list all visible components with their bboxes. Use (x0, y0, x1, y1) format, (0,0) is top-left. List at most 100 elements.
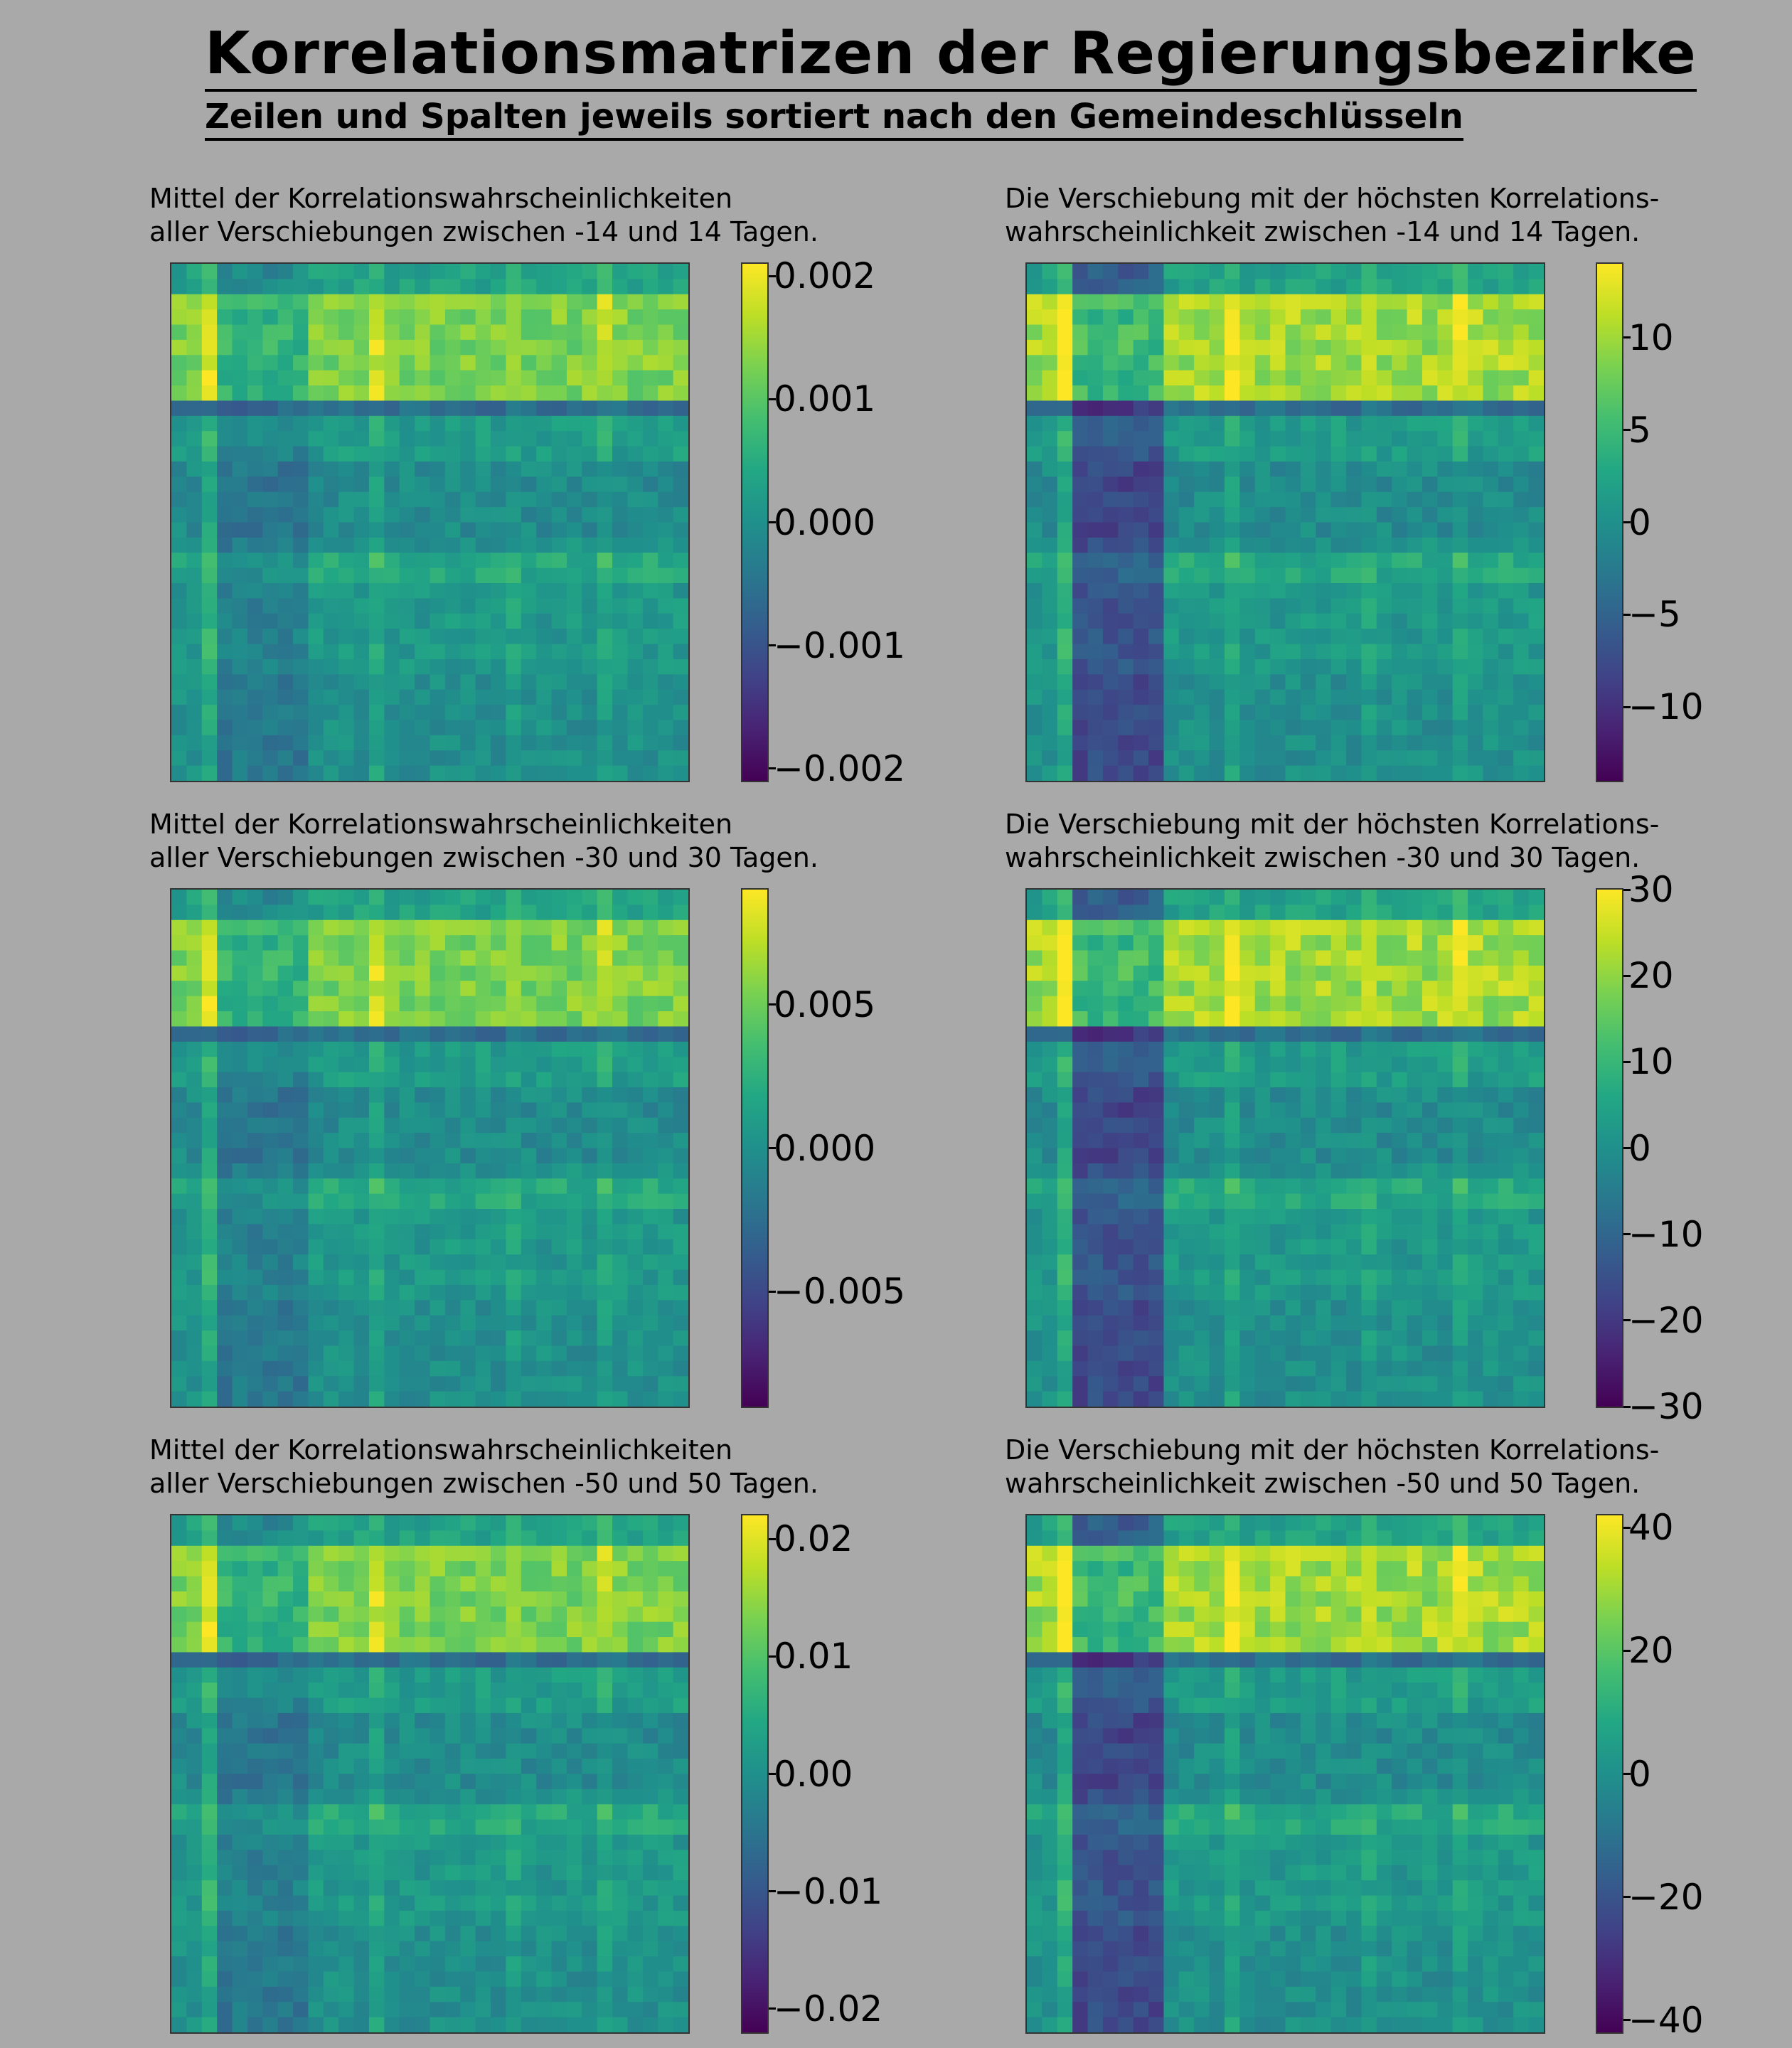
heatmap-cell (1498, 1330, 1514, 1347)
heatmap-cell (368, 1209, 385, 1225)
heatmap-cell (247, 1621, 263, 1638)
heatmap-cell (1452, 765, 1468, 781)
heatmap-cell (1422, 919, 1438, 936)
heatmap-cell (658, 1345, 674, 1362)
heatmap-cell (1239, 905, 1256, 921)
heatmap-cell (1528, 1269, 1544, 1286)
heatmap-cell (186, 674, 203, 690)
heatmap-cell (384, 324, 400, 341)
heatmap-cell (1178, 1148, 1195, 1164)
heatmap-cell (582, 1376, 598, 1392)
heatmap-cell (1254, 674, 1271, 690)
heatmap-cell (201, 1606, 218, 1623)
heatmap-cell (338, 1345, 355, 1362)
heatmap-cell (612, 1606, 629, 1623)
heatmap-cell (506, 1606, 522, 1623)
heatmap-cell (627, 1178, 644, 1195)
heatmap-cell (566, 935, 582, 951)
heatmap-cell (1254, 1360, 1271, 1377)
heatmap-cell (1254, 705, 1271, 721)
heatmap-cell (1300, 1376, 1316, 1392)
heatmap-cell (506, 461, 522, 477)
heatmap-cell (627, 1102, 644, 1119)
heatmap-cell (247, 765, 263, 781)
heatmap-cell (1452, 355, 1468, 371)
heatmap-cell (1392, 765, 1408, 781)
heatmap-cell (612, 1209, 629, 1225)
heatmap-cell (627, 1239, 644, 1255)
heatmap-cell (353, 537, 370, 553)
heatmap-cell (277, 415, 294, 432)
heatmap-cell (171, 658, 187, 675)
heatmap-cell (612, 1391, 629, 1407)
heatmap-cell (506, 1148, 522, 1164)
heatmap-cell (1270, 1193, 1286, 1210)
heatmap-cell (338, 1178, 355, 1195)
heatmap-cell (1102, 981, 1119, 997)
heatmap-cell (1407, 644, 1423, 660)
heatmap-cell (1437, 1117, 1454, 1134)
heatmap-cell (460, 1515, 476, 1531)
heatmap-cell (186, 324, 203, 341)
heatmap-cell (1072, 1117, 1089, 1134)
heatmap-cell (1361, 553, 1377, 569)
heatmap-cell (566, 415, 582, 432)
heatmap-cell (1194, 598, 1210, 614)
heatmap-cell (1027, 996, 1042, 1012)
heatmap-cell (1285, 1072, 1301, 1088)
heatmap-cell (1270, 905, 1286, 921)
heatmap-cell (1209, 720, 1225, 736)
heatmap-cell (521, 522, 537, 538)
heatmap-cell (612, 935, 629, 951)
heatmap-cell (673, 537, 688, 553)
heatmap-cell (658, 324, 674, 341)
heatmap-cell (171, 674, 187, 690)
heatmap-cell (353, 1300, 370, 1316)
heatmap-cell (1163, 1041, 1180, 1057)
heatmap-cell (1178, 355, 1195, 371)
heatmap-cell (1468, 1193, 1484, 1210)
heatmap-cell (308, 1057, 324, 1073)
heatmap-cell (308, 1011, 324, 1028)
heatmap-cell (1133, 446, 1149, 462)
heatmap-cell (1178, 567, 1195, 584)
heatmap-cell (1072, 1163, 1089, 1179)
heatmap-cell (1285, 705, 1301, 721)
heatmap-cell (308, 1178, 324, 1195)
heatmap-cell (277, 431, 294, 447)
heatmap-cell (1027, 461, 1042, 477)
heatmap-cell (658, 446, 674, 462)
heatmap-cell (1087, 996, 1104, 1012)
heatmap-cell (1300, 1224, 1316, 1240)
heatmap-cell (1102, 279, 1119, 295)
heatmap-cell (1057, 1102, 1073, 1119)
heatmap-cell (1361, 919, 1377, 936)
heatmap-cell (566, 1561, 582, 1577)
heatmap-cell (536, 583, 553, 599)
heatmap-cell (1239, 507, 1256, 523)
heatmap-cell (262, 339, 279, 356)
heatmap-cell (308, 431, 324, 447)
heatmap-cell (582, 1224, 598, 1240)
heatmap-cell (1452, 1300, 1468, 1316)
heatmap-cell (1118, 522, 1134, 538)
heatmap-cell (1498, 1224, 1514, 1240)
heatmap-cell (1452, 583, 1468, 599)
heatmap-cell (551, 1117, 567, 1134)
heatmap-cell (1087, 461, 1104, 477)
heatmap-cell (1254, 1239, 1271, 1255)
heatmap-cell (642, 1087, 658, 1103)
heatmap-cell (1452, 1345, 1468, 1362)
heatmap-cell (1239, 567, 1256, 584)
heatmap-cell (293, 1178, 309, 1195)
heatmap-cell (399, 735, 415, 751)
heatmap-cell (384, 598, 400, 614)
heatmap-cell (186, 705, 203, 721)
heatmap-cell (1422, 279, 1438, 295)
colorbar-tick-mark (1623, 1060, 1631, 1063)
colorbar-tick-label: 10 (1628, 1041, 1674, 1083)
heatmap-cell (1209, 324, 1225, 341)
heatmap-cell (415, 644, 431, 660)
heatmap-cell (1468, 1376, 1484, 1392)
heatmap-cell (1528, 689, 1544, 705)
